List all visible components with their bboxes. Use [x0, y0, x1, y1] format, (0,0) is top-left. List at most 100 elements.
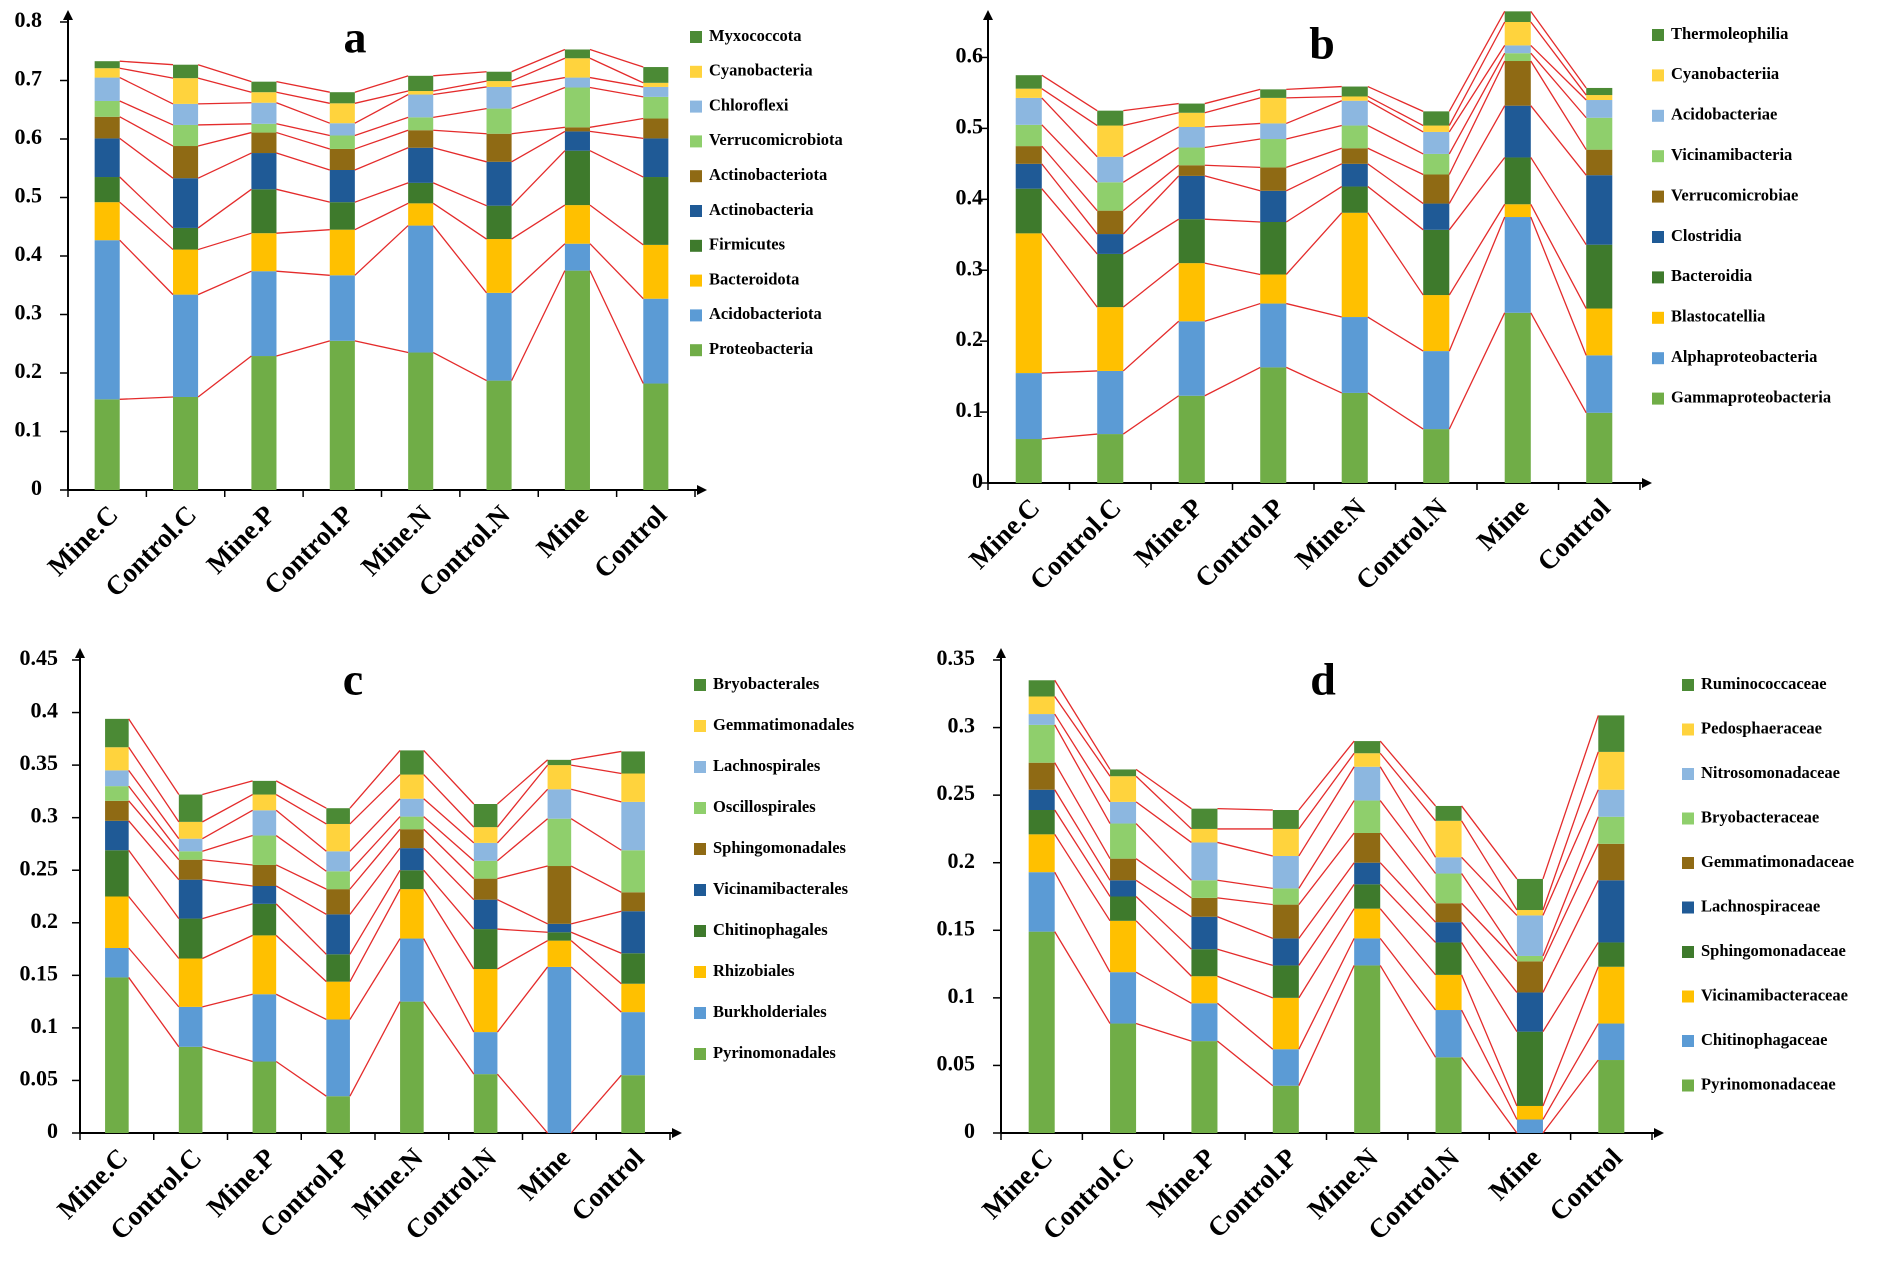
connector-line [197, 270, 252, 296]
connector-line [511, 243, 566, 294]
panel-label: a [344, 12, 367, 63]
connector-line [1367, 95, 1424, 127]
connector-line [198, 123, 252, 126]
legend-label: Burkholderiales [713, 1002, 827, 1021]
bar-segment [1341, 96, 1368, 101]
bar-segment [564, 127, 590, 132]
bar-segment [486, 292, 512, 381]
category-label: Mine.N [1289, 492, 1372, 575]
connector-line [1379, 740, 1437, 807]
connector-line [511, 130, 566, 163]
bar-segment [564, 87, 590, 128]
connector-line [433, 86, 487, 96]
bar-segment [1354, 938, 1381, 966]
bar-segment [1110, 880, 1137, 897]
bar-segment [1110, 896, 1137, 921]
bar-segment [94, 61, 120, 69]
y-tick-label: 0.5 [15, 183, 43, 208]
bar-segment [326, 889, 350, 915]
connector-line [589, 117, 644, 128]
connector-line [1530, 44, 1587, 101]
bar-segment [326, 808, 350, 824]
bar-segment [547, 759, 572, 766]
bar-segment [94, 138, 120, 178]
connector-line [1122, 395, 1180, 435]
connector-line [276, 270, 330, 276]
panel-label: d [1310, 654, 1336, 705]
connector-line [1298, 800, 1355, 889]
y-tick-label: 0.4 [956, 184, 984, 209]
legend-label: Alphaproteobacteria [1671, 347, 1817, 366]
bar-segment [564, 270, 590, 490]
bar-segment [1598, 1023, 1625, 1061]
bar-segment [1178, 165, 1205, 176]
connector-line [1054, 833, 1111, 922]
connector-line [276, 340, 330, 357]
bar-segment [1028, 810, 1055, 835]
connector-line [511, 270, 566, 381]
bar-segment [1435, 1010, 1462, 1058]
bar-segment [251, 153, 277, 190]
bar-segment [94, 177, 120, 203]
connector-line [1367, 124, 1424, 155]
connector-line [1298, 832, 1355, 906]
bar-segment [1260, 222, 1287, 275]
bar-segment [326, 981, 350, 1020]
connector-line [432, 182, 487, 207]
y-axis-arrow [996, 648, 1006, 658]
y-tick-label: 0 [964, 1118, 975, 1143]
bar-segment [1110, 920, 1137, 973]
connector-line [1286, 100, 1342, 125]
bar-segment [1015, 163, 1042, 189]
bar-segment [252, 864, 277, 886]
bar-segment [326, 1096, 350, 1133]
legend-swatch [1652, 311, 1664, 324]
bar-segment [1028, 762, 1055, 790]
connector-line [511, 57, 566, 82]
bar-segment [1028, 680, 1055, 697]
category-label: Control [565, 1142, 650, 1227]
legend-label: Chitinophagales [713, 920, 828, 939]
connector-line [1461, 921, 1518, 993]
chart-panel-a: a00.10.20.30.40.50.60.70.8Mine.CControl.… [15, 7, 843, 602]
bar-segment [1272, 938, 1299, 966]
bar-segment [326, 954, 350, 982]
bar-segment [621, 892, 645, 912]
connector-line [1448, 60, 1506, 175]
legend-label: Sphingomonadales [713, 838, 847, 857]
connector-line [1461, 942, 1518, 1032]
connector-line [197, 152, 252, 179]
connector-line [423, 816, 475, 862]
chart-panel-c: c00.050.10.150.20.250.30.350.40.45Mine.C… [20, 645, 855, 1245]
connector-line [1448, 52, 1506, 155]
connector-line [1448, 45, 1506, 133]
panel-label: b [1309, 18, 1335, 69]
connector-line [1286, 366, 1342, 394]
connector-line [1041, 124, 1098, 183]
connector-line [1204, 218, 1261, 223]
connector-line [1542, 751, 1599, 911]
connector-line [1461, 902, 1518, 962]
bar-segment [473, 929, 498, 970]
bar-segment [94, 399, 120, 490]
connector-line [1379, 937, 1437, 1011]
connector-line [1460, 974, 1518, 1107]
bar-segment [408, 117, 434, 131]
bar-segment [1191, 949, 1218, 977]
bar-segment [1423, 295, 1450, 352]
legend-swatch [1652, 150, 1664, 163]
bar-segment [94, 116, 120, 139]
bar-segment [178, 821, 203, 839]
bar-segment [473, 1074, 498, 1133]
legend-swatch [694, 761, 706, 773]
panel-label: c [343, 654, 363, 705]
connector-line [349, 869, 401, 955]
bar-segment [643, 86, 669, 97]
bar-segment [1435, 974, 1462, 1011]
bar-segment [329, 229, 355, 276]
connector-line [349, 1001, 401, 1097]
bar-segment [1354, 753, 1381, 767]
bar-segment [1435, 873, 1462, 904]
y-tick-label: 0.4 [15, 241, 43, 266]
bar-segment [1260, 303, 1287, 368]
